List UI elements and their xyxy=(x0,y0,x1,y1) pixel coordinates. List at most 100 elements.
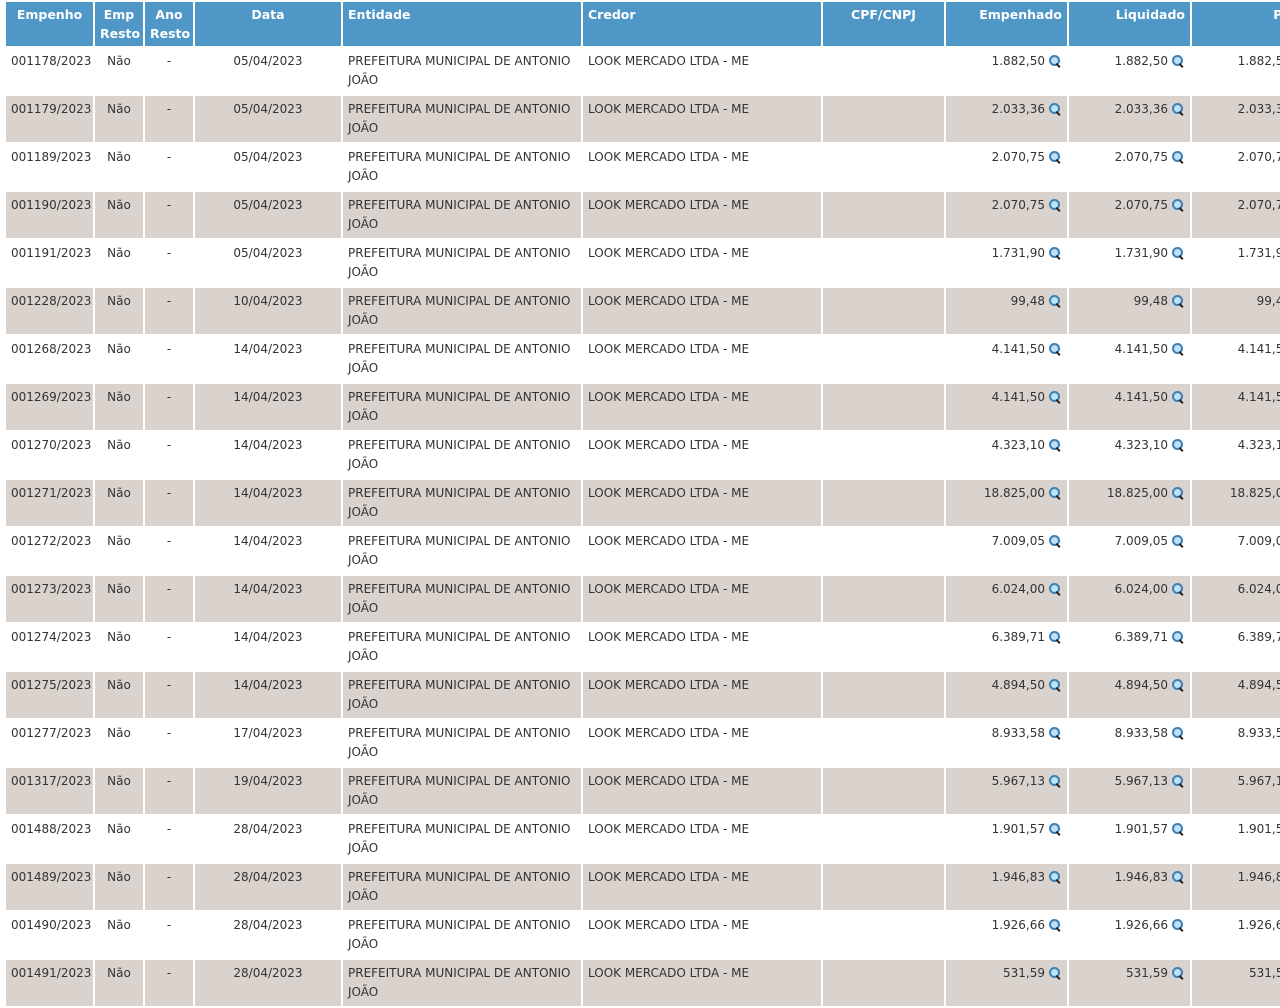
magnifier-icon[interactable] xyxy=(1049,391,1062,404)
cell-entidade: PREFEITURA MUNICIPAL DE ANTONIO JOÃO xyxy=(343,672,581,718)
header-credor[interactable]: Credor xyxy=(583,2,821,46)
magnifier-icon[interactable] xyxy=(1172,103,1185,116)
magnifier-icon[interactable] xyxy=(1172,967,1185,980)
magnifier-icon[interactable] xyxy=(1049,439,1062,452)
magnifier-icon[interactable] xyxy=(1172,775,1185,788)
magnifier-icon[interactable] xyxy=(1172,55,1185,68)
empenhado-cell: 4.894,50 xyxy=(946,672,1067,718)
header-pago[interactable]: Pago xyxy=(1192,2,1280,46)
magnifier-icon[interactable] xyxy=(1049,631,1062,644)
cell-cpf-cnpj xyxy=(823,336,944,382)
magnifier-icon[interactable] xyxy=(1049,679,1062,692)
cell-cpf-cnpj xyxy=(823,144,944,190)
magnifier-icon[interactable] xyxy=(1049,823,1062,836)
cell-empenho: 001190/2023 xyxy=(6,192,93,238)
cell-credor: LOOK MERCADO LTDA - ME xyxy=(583,816,821,862)
magnifier-icon[interactable] xyxy=(1049,55,1062,68)
magnifier-icon[interactable] xyxy=(1049,199,1062,212)
magnifier-icon[interactable] xyxy=(1049,967,1062,980)
magnifier-icon[interactable] xyxy=(1049,535,1062,548)
liquidado-value: 4.141,50 xyxy=(1114,342,1168,356)
cell-emp-resto: Não xyxy=(95,528,143,574)
table-row: 001274/2023 Não -14/04/2023 PREFEITURA MUNI… xyxy=(6,624,1280,670)
magnifier-icon[interactable] xyxy=(1049,343,1062,356)
cell-emp-resto: Não xyxy=(95,912,143,958)
cell-empenho: 001179/2023 xyxy=(6,96,93,142)
magnifier-icon[interactable] xyxy=(1172,343,1185,356)
magnifier-icon[interactable] xyxy=(1172,487,1185,500)
cell-emp-resto: Não xyxy=(95,816,143,862)
cell-credor: LOOK MERCADO LTDA - ME xyxy=(583,624,821,670)
magnifier-icon[interactable] xyxy=(1172,151,1185,164)
pago-cell: 7.009,05 xyxy=(1192,528,1280,574)
pago-value: 18.825,00 xyxy=(1229,486,1280,500)
magnifier-icon[interactable] xyxy=(1172,391,1185,404)
header-emp-resto[interactable]: Emp Resto xyxy=(95,2,143,46)
cell-ano-resto: - xyxy=(145,48,193,94)
header-cpf-cnpj[interactable]: CPF/CNPJ xyxy=(823,2,944,46)
magnifier-icon[interactable] xyxy=(1049,775,1062,788)
header-data[interactable]: Data xyxy=(195,2,341,46)
cell-ano-resto: - xyxy=(145,432,193,478)
magnifier-icon[interactable] xyxy=(1172,823,1185,836)
magnifier-icon[interactable] xyxy=(1049,919,1062,932)
header-ano-resto[interactable]: Ano Resto xyxy=(145,2,193,46)
liquidado-value: 2.070,75 xyxy=(1114,198,1168,212)
magnifier-icon[interactable] xyxy=(1172,535,1185,548)
cell-entidade: PREFEITURA MUNICIPAL DE ANTONIO JOÃO xyxy=(343,816,581,862)
empenhado-value: 1.882,50 xyxy=(991,54,1045,68)
header-liquidado[interactable]: Liquidado xyxy=(1069,2,1190,46)
liquidado-value: 4.894,50 xyxy=(1114,678,1168,692)
pago-value: 4.323,10 xyxy=(1237,438,1280,452)
cell-empenho: 001491/2023 xyxy=(6,960,93,1006)
magnifier-icon[interactable] xyxy=(1049,487,1062,500)
pago-value: 1.901,57 xyxy=(1237,822,1280,836)
pago-cell: 1.926,66 xyxy=(1192,912,1280,958)
magnifier-icon[interactable] xyxy=(1172,583,1185,596)
cell-data: 28/04/2023 xyxy=(195,816,341,862)
empenhado-value: 2.033,36 xyxy=(991,102,1045,116)
header-entidade[interactable]: Entidade xyxy=(343,2,581,46)
magnifier-icon[interactable] xyxy=(1172,295,1185,308)
cell-empenho: 001490/2023 xyxy=(6,912,93,958)
cell-emp-resto: Não xyxy=(95,864,143,910)
magnifier-icon[interactable] xyxy=(1172,679,1185,692)
magnifier-icon[interactable] xyxy=(1049,583,1062,596)
cell-emp-resto: Não xyxy=(95,672,143,718)
magnifier-icon[interactable] xyxy=(1172,919,1185,932)
pago-value: 7.009,05 xyxy=(1237,534,1280,548)
magnifier-icon[interactable] xyxy=(1172,439,1185,452)
cell-ano-resto: - xyxy=(145,240,193,286)
pago-value: 2.033,36 xyxy=(1237,102,1280,116)
cell-cpf-cnpj xyxy=(823,576,944,622)
empenhado-value: 4.141,50 xyxy=(991,390,1045,404)
header-empenho[interactable]: Empenho xyxy=(6,2,93,46)
magnifier-icon[interactable] xyxy=(1172,199,1185,212)
cell-emp-resto: Não xyxy=(95,48,143,94)
magnifier-icon[interactable] xyxy=(1049,103,1062,116)
cell-ano-resto: - xyxy=(145,384,193,430)
cell-data: 17/04/2023 xyxy=(195,720,341,766)
magnifier-icon[interactable] xyxy=(1049,247,1062,260)
magnifier-icon[interactable] xyxy=(1172,727,1185,740)
pago-value: 99,48 xyxy=(1256,294,1280,308)
magnifier-icon[interactable] xyxy=(1049,871,1062,884)
magnifier-icon[interactable] xyxy=(1172,631,1185,644)
cell-ano-resto: - xyxy=(145,288,193,334)
liquidado-value: 99,48 xyxy=(1133,294,1168,308)
cell-empenho: 001270/2023 xyxy=(6,432,93,478)
pago-value: 4.141,50 xyxy=(1237,342,1280,356)
cell-ano-resto: - xyxy=(145,192,193,238)
cell-entidade: PREFEITURA MUNICIPAL DE ANTONIO JOÃO xyxy=(343,528,581,574)
magnifier-icon[interactable] xyxy=(1049,295,1062,308)
cell-data: 05/04/2023 xyxy=(195,192,341,238)
empenhado-cell: 8.933,58 xyxy=(946,720,1067,766)
magnifier-icon[interactable] xyxy=(1172,871,1185,884)
magnifier-icon[interactable] xyxy=(1172,247,1185,260)
magnifier-icon[interactable] xyxy=(1049,727,1062,740)
cell-data: 05/04/2023 xyxy=(195,96,341,142)
magnifier-icon[interactable] xyxy=(1049,151,1062,164)
header-empenhado[interactable]: Empenhado xyxy=(946,2,1067,46)
cell-emp-resto: Não xyxy=(95,144,143,190)
cell-ano-resto: - xyxy=(145,672,193,718)
